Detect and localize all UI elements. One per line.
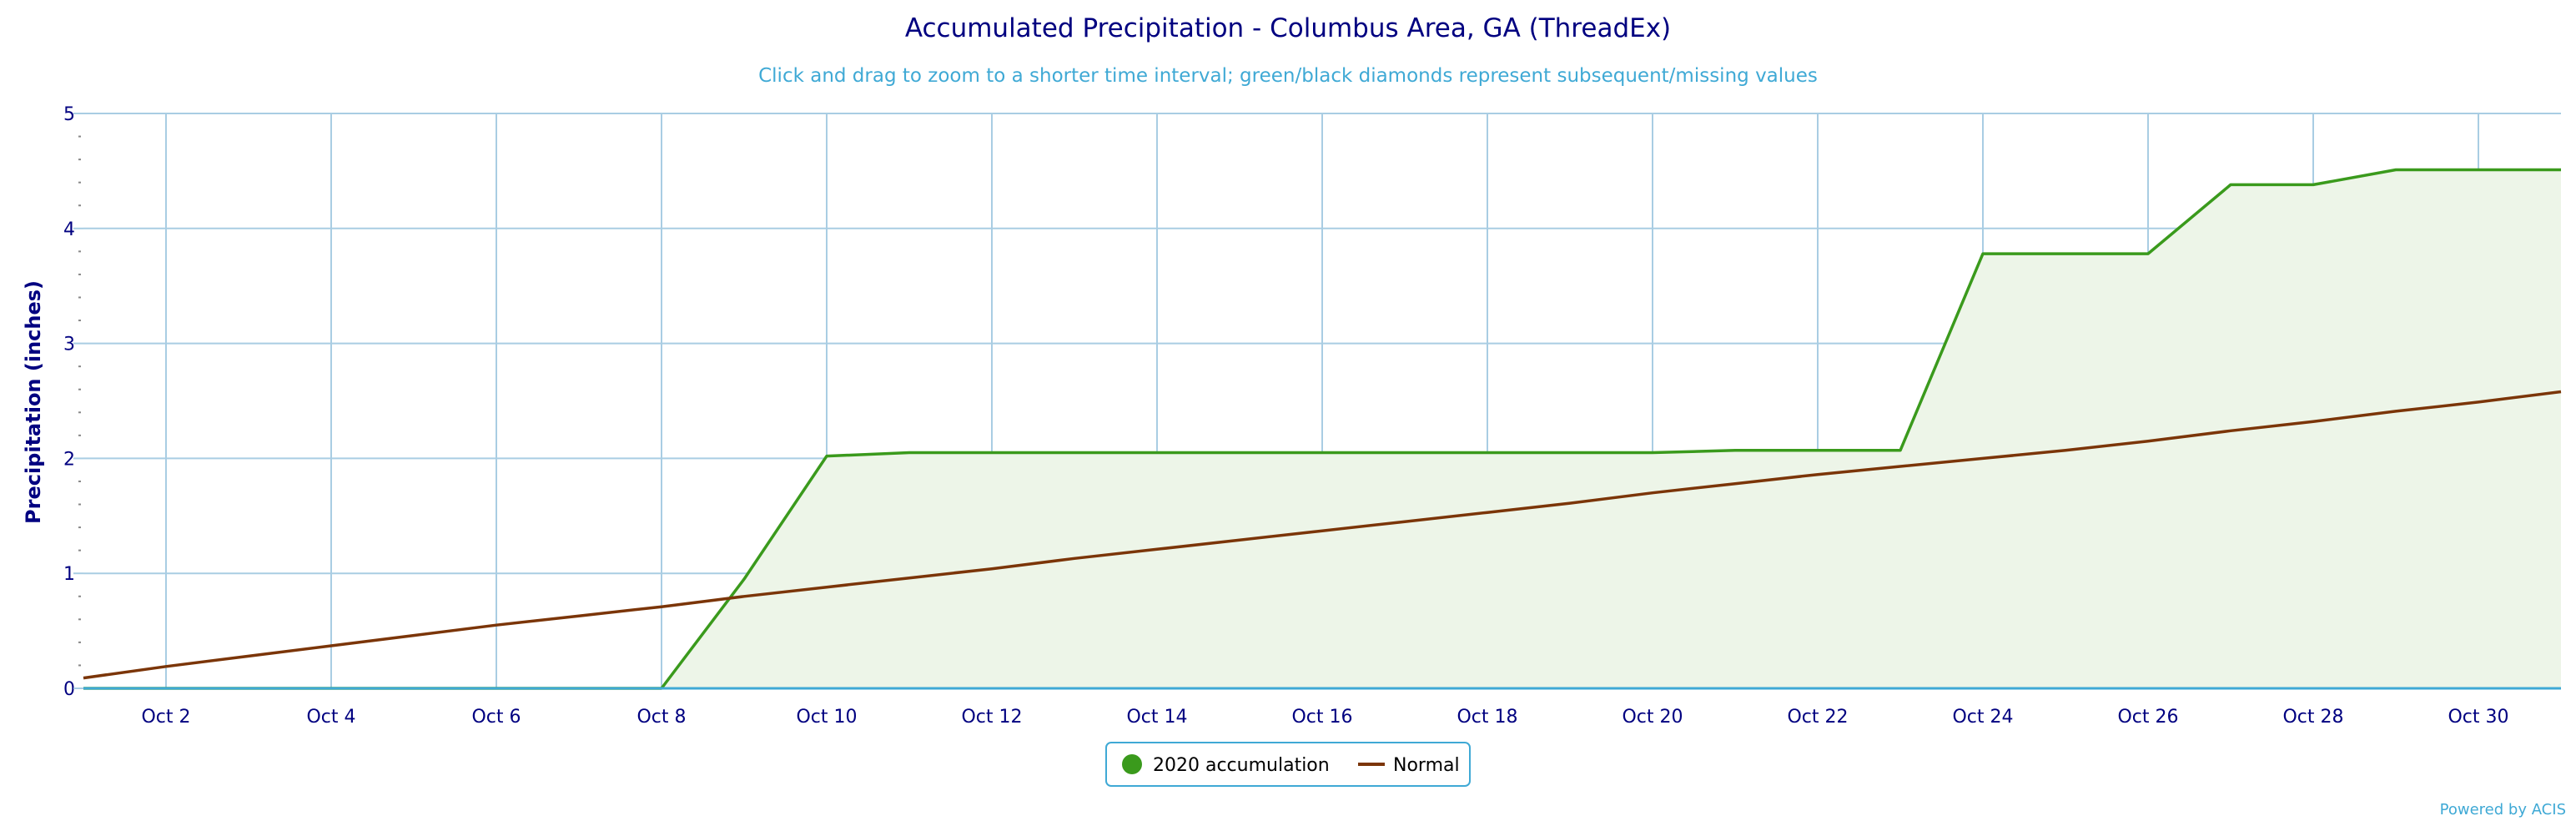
x-tick-label: Oct 18 [1457, 707, 1517, 728]
chart-subtitle: Click and drag to zoom to a shorter time… [758, 65, 1818, 87]
x-tick-label: Oct 16 [1291, 707, 1352, 728]
y-tick-label: 2 [63, 449, 75, 470]
x-tick-label: Oct 12 [961, 707, 1022, 728]
legend-item-normal[interactable]: Normal [1358, 755, 1460, 776]
legend-label-accumulation: 2020 accumulation [1153, 755, 1330, 776]
x-tick-label: Oct 4 [306, 707, 355, 728]
accumulation-area [83, 169, 2561, 688]
x-tick-label: Oct 14 [1126, 707, 1187, 728]
x-tick-label: Oct 2 [141, 707, 190, 728]
plot-area[interactable]: 0 1 2 3 4 5 Oct 2 Oct 4 Oct 6 Oct 8 Oct 10 Oct 12 Oc… [63, 104, 2562, 728]
y-tick-label: 3 [63, 335, 75, 355]
y-axis-title: Precipitation (inches) [22, 280, 45, 524]
legend[interactable]: 2020 accumulation Normal [1105, 742, 1471, 787]
y-tick-label: 5 [63, 104, 75, 125]
legend-label-normal: Normal [1393, 755, 1460, 776]
axes: 0 1 2 3 4 5 Oct 2 Oct 4 Oct 6 Oct 8 Oct 10 Oct 12 Oc… [63, 104, 2561, 728]
x-tick-label: Oct 30 [2448, 707, 2508, 728]
x-tick-label: Oct 6 [471, 707, 521, 728]
y-tick-label: 4 [63, 219, 75, 240]
x-tick-label: Oct 20 [1622, 707, 1683, 728]
normal-line[interactable] [83, 390, 2562, 680]
legend-item-accumulation[interactable]: 2020 accumulation [1122, 754, 1330, 776]
chart-title: Accumulated Precipitation - Columbus Are… [905, 13, 1671, 43]
legend-marker-accumulation [1122, 754, 1142, 774]
x-tick-label: Oct 26 [2117, 707, 2178, 728]
x-tick-label: Oct 22 [1787, 707, 1848, 728]
x-tick-label: Oct 24 [1952, 707, 2013, 728]
x-tick-label: Oct 10 [796, 707, 857, 728]
y-tick-label: 0 [63, 679, 75, 700]
x-tick-label: Oct 8 [636, 707, 686, 728]
x-tick-label: Oct 28 [2282, 707, 2343, 728]
credit-link[interactable]: Powered by ACIS [2440, 801, 2566, 818]
legend-box [1105, 742, 1471, 787]
y-tick-label: 1 [63, 564, 75, 585]
